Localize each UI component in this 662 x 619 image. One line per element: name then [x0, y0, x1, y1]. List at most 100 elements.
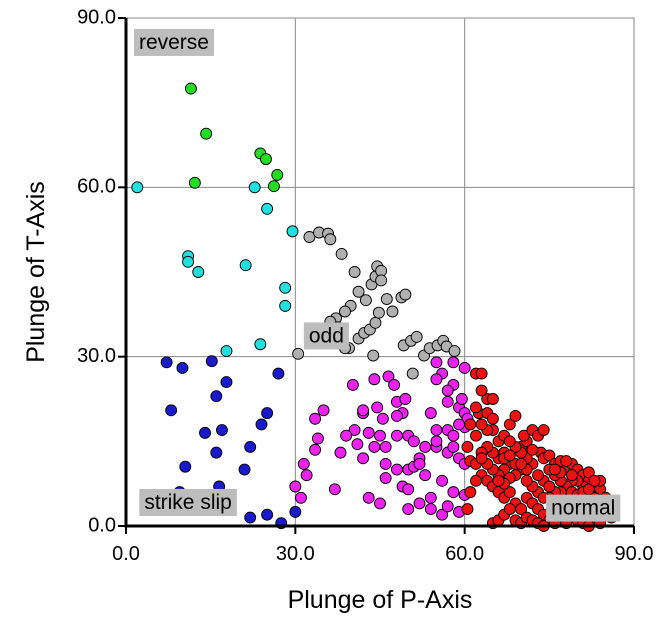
data-point — [503, 449, 516, 462]
data-point — [470, 429, 482, 442]
data-point — [475, 367, 488, 380]
tick-labels: 0.0 30.0 60.0 90.0 0.0 30.0 60.0 90.0 — [77, 6, 653, 565]
data-point — [560, 455, 573, 468]
data-point — [430, 424, 443, 436]
data-point — [582, 466, 595, 479]
region-label-box — [303, 322, 349, 350]
data-point — [549, 463, 561, 476]
data-point — [509, 409, 522, 422]
data-point — [376, 412, 389, 425]
y-tick-label: 60.0 — [77, 176, 116, 198]
data-point — [399, 393, 412, 405]
data-point — [352, 285, 365, 298]
data-point — [131, 181, 144, 194]
data-point — [369, 316, 382, 329]
data-point — [357, 404, 370, 417]
data-point — [461, 503, 474, 516]
data-point — [271, 168, 284, 181]
data-point — [470, 474, 482, 487]
data-point — [346, 378, 359, 391]
data-point — [205, 355, 218, 368]
data-point — [464, 418, 477, 431]
x-tick-label: 0.0 — [112, 543, 140, 565]
data-point — [289, 480, 302, 493]
data-point — [413, 457, 426, 470]
data-point — [424, 503, 437, 516]
axes — [118, 17, 635, 534]
data-point — [286, 225, 299, 238]
data-point — [340, 429, 353, 442]
data-point — [517, 429, 530, 442]
data-point — [436, 508, 449, 521]
data-point — [295, 491, 307, 504]
data-point — [475, 452, 488, 465]
data-point — [176, 362, 189, 374]
data-point — [492, 474, 505, 487]
region-label: reverse — [133, 28, 214, 56]
data-point — [447, 356, 460, 369]
data-point — [543, 449, 556, 462]
data-point — [210, 390, 223, 403]
data-point — [210, 446, 223, 459]
data-point — [334, 446, 347, 459]
data-point — [379, 441, 392, 453]
y-tick-label: 90.0 — [77, 6, 116, 28]
data-point — [424, 491, 437, 504]
data-point — [430, 373, 443, 386]
data-point — [419, 469, 432, 482]
data-point — [261, 508, 274, 521]
data-point — [248, 181, 261, 194]
data-points — [131, 82, 618, 532]
data-point — [309, 443, 322, 456]
data-point — [200, 127, 213, 140]
data-point — [260, 153, 272, 166]
data-point — [486, 412, 499, 425]
data-point — [165, 404, 178, 417]
data-point — [543, 480, 556, 493]
data-point — [255, 418, 268, 431]
data-point — [351, 438, 364, 451]
data-point — [188, 176, 201, 189]
data-point — [309, 412, 322, 425]
data-point — [244, 441, 257, 453]
data-point — [317, 404, 330, 417]
region-label-box — [139, 488, 237, 516]
data-point — [470, 401, 482, 414]
data-point — [328, 483, 341, 496]
data-point — [372, 306, 385, 319]
data-point — [458, 362, 471, 374]
data-point — [407, 435, 420, 448]
data-point — [348, 424, 361, 436]
data-point — [362, 491, 375, 504]
data-point — [379, 457, 392, 470]
data-point — [447, 486, 460, 499]
data-point — [455, 393, 468, 405]
data-point — [292, 347, 305, 360]
y-tick-label: 30.0 — [77, 345, 116, 367]
data-point — [267, 180, 280, 193]
data-point — [182, 255, 195, 268]
data-point — [461, 441, 474, 453]
data-point — [199, 426, 211, 439]
data-point — [503, 435, 516, 448]
region-label-text: odd — [309, 324, 344, 347]
region-label: odd — [303, 322, 349, 350]
data-point — [447, 429, 460, 442]
data-point — [239, 259, 252, 272]
y-tick-label: 0.0 — [88, 514, 116, 536]
data-point — [297, 457, 310, 470]
data-point — [300, 469, 313, 482]
x-tick-label: 90.0 — [615, 543, 654, 565]
data-point — [399, 288, 412, 301]
data-point — [216, 424, 228, 436]
data-point — [464, 486, 477, 499]
x-axis-title: Plunge of P-Axis — [288, 586, 473, 614]
data-point — [526, 443, 539, 456]
data-point — [184, 82, 197, 95]
region-label-box — [133, 28, 214, 56]
data-point — [447, 441, 460, 453]
data-point — [475, 418, 488, 431]
data-point — [503, 486, 516, 499]
data-point — [388, 378, 401, 391]
